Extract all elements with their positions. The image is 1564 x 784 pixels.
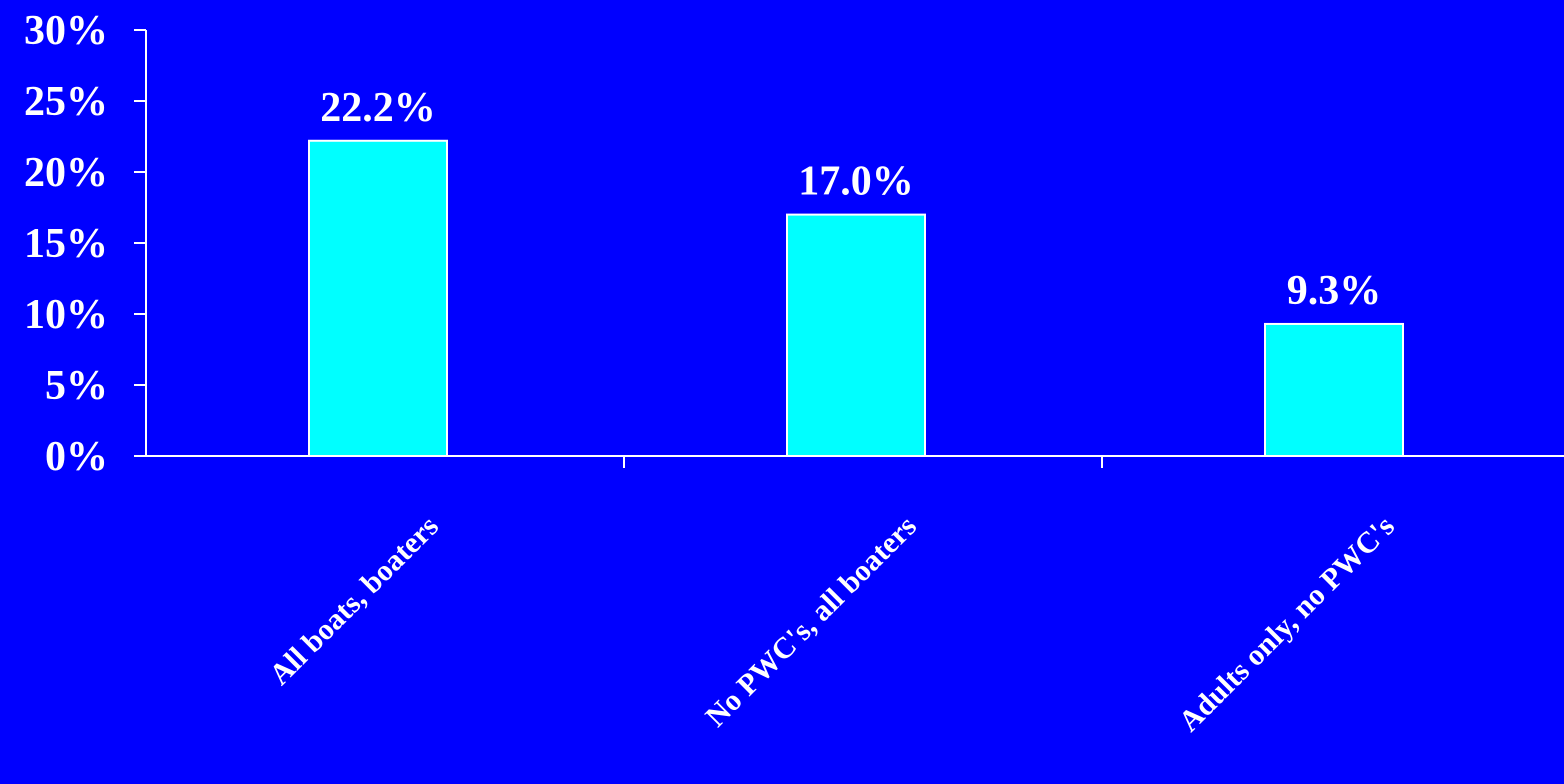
bar — [308, 139, 448, 457]
y-tick-label: 20% — [24, 150, 108, 196]
y-tick-label: 15% — [24, 221, 108, 267]
y-tick-label: 30% — [24, 8, 108, 54]
y-axis-ticks: 0% 5% 10% 15% 20% 25% 30% — [24, 8, 1103, 480]
x-category-label: All boats, boaters — [263, 510, 445, 692]
y-tick-label: 5% — [45, 363, 108, 409]
data-label: 17.0% — [798, 159, 914, 205]
bar — [1264, 322, 1404, 457]
y-tick-label: 0% — [45, 434, 108, 480]
x-category-label: No PWC's, all boaters — [699, 510, 923, 734]
bars: 22.2% 17.0% 9.3% — [308, 85, 1404, 457]
x-axis-category-labels: All boats, boaters No PWC's, all boaters A… — [263, 510, 1401, 738]
data-label: 9.3% — [1287, 268, 1382, 314]
bar — [786, 213, 926, 457]
y-tick-label: 10% — [24, 292, 108, 338]
x-category-label: Adults only, no PWC's — [1172, 510, 1400, 738]
y-tick-label: 25% — [24, 79, 108, 125]
data-label: 22.2% — [320, 85, 436, 131]
